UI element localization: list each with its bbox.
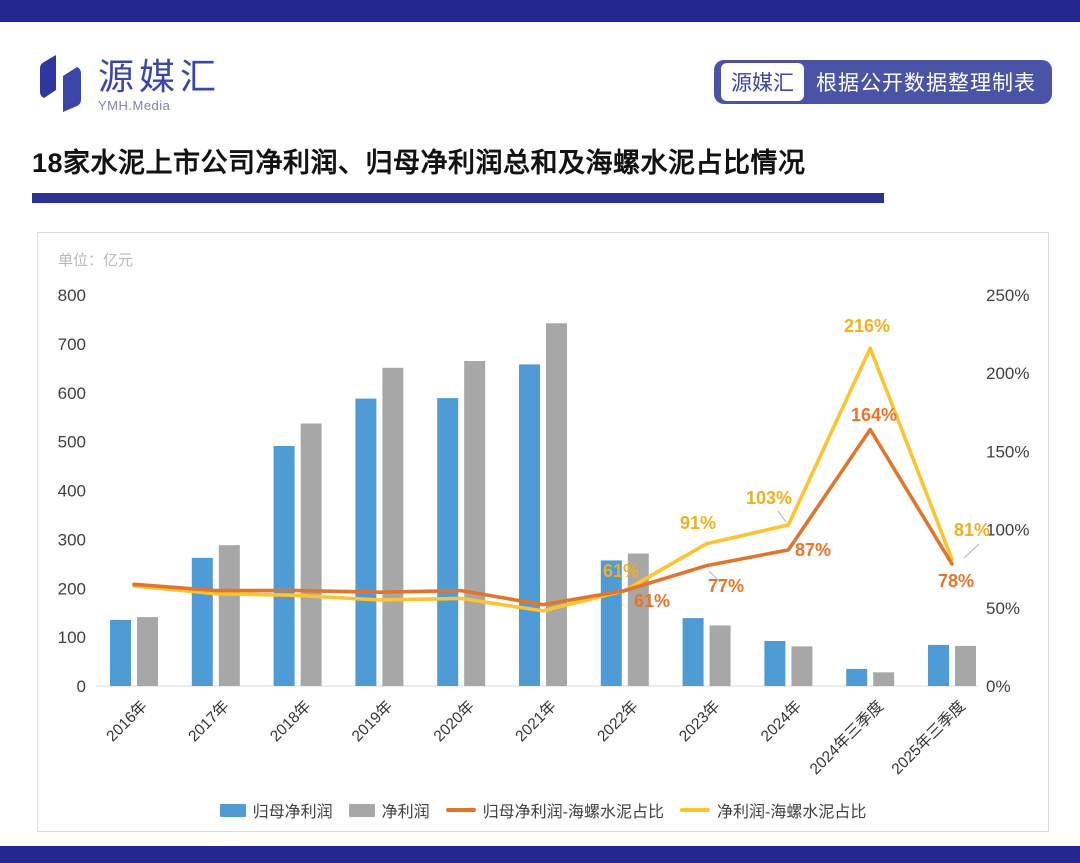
svg-text:100%: 100%: [986, 521, 1029, 540]
svg-text:77%: 77%: [708, 576, 744, 596]
svg-text:800: 800: [58, 286, 86, 305]
badge-text: 根据公开数据整理制表: [816, 72, 1036, 95]
svg-text:81%: 81%: [954, 520, 990, 540]
svg-text:164%: 164%: [851, 405, 897, 425]
svg-text:600: 600: [58, 384, 86, 403]
legend-swatch-orange-line: [445, 808, 476, 812]
legend-item: 净利润-海螺水泥占比: [680, 798, 866, 822]
brand-logo: 源媒汇 YMH.Media: [36, 52, 221, 114]
svg-text:216%: 216%: [844, 316, 890, 336]
svg-text:700: 700: [58, 335, 86, 354]
top-accent-bar: [0, 0, 1080, 22]
legend-item: 净利润: [348, 798, 430, 822]
logo-text-block: 源媒汇 YMH.Media: [98, 56, 222, 114]
chart-panel: 单位：亿元 800 700 600 500 400 300 200 100 0 250% 200% 15…: [37, 232, 1049, 832]
bottom-accent-bar: [0, 846, 1080, 863]
legend-item: 归母净利润: [219, 798, 333, 822]
svg-text:87%: 87%: [795, 540, 831, 560]
logo-text: 源媒汇: [98, 56, 222, 97]
combo-chart: 单位：亿元 800 700 600 500 400 300 200 100 0 250% 200% 15…: [58, 252, 1030, 778]
legend-item: 归母净利润-海螺水泥占比: [445, 798, 665, 822]
svg-text:91%: 91%: [680, 513, 716, 533]
svg-text:500: 500: [58, 433, 86, 452]
badge-brand: 源媒汇: [721, 63, 804, 101]
chart-legend: 归母净利润 净利润 归母净利润-海螺水泥占比 净利润-海螺水泥占比: [38, 789, 1048, 831]
svg-text:2024年: 2024年: [757, 697, 805, 745]
svg-text:2017年: 2017年: [185, 697, 233, 745]
svg-text:单位：亿元: 单位：亿元: [58, 252, 133, 269]
svg-text:2022年: 2022年: [594, 697, 642, 745]
svg-text:250%: 250%: [986, 286, 1029, 305]
svg-text:200: 200: [58, 579, 86, 598]
svg-text:2016年: 2016年: [103, 697, 151, 745]
legend-label: 归母净利润-海螺水泥占比: [482, 804, 665, 821]
svg-text:2019年: 2019年: [348, 697, 396, 745]
svg-text:78%: 78%: [938, 571, 974, 591]
svg-text:200%: 200%: [986, 364, 1029, 383]
svg-text:0%: 0%: [986, 677, 1011, 696]
svg-text:2018年: 2018年: [266, 697, 314, 745]
svg-text:50%: 50%: [986, 599, 1020, 618]
page-title: 18家水泥上市公司净利润、归母净利润总和及海螺水泥占比情况: [32, 148, 806, 178]
svg-text:2023年: 2023年: [675, 697, 723, 745]
svg-text:61%: 61%: [634, 591, 670, 611]
legend-label: 净利润-海螺水泥占比: [717, 804, 867, 821]
legend-swatch-blue-bar: [219, 803, 246, 817]
svg-text:103%: 103%: [746, 488, 792, 508]
svg-text:400: 400: [58, 482, 86, 501]
legend-label: 净利润: [381, 804, 430, 821]
svg-text:2024年三季度: 2024年三季度: [806, 697, 887, 778]
svg-text:2021年: 2021年: [512, 697, 560, 745]
svg-text:2025年三季度: 2025年三季度: [888, 697, 969, 778]
svg-text:300: 300: [58, 530, 86, 549]
title-underline: [32, 193, 884, 203]
legend-label: 归母净利润: [252, 804, 333, 821]
svg-text:0: 0: [77, 677, 86, 696]
svg-text:150%: 150%: [986, 442, 1029, 461]
legend-swatch-yellow-line: [680, 808, 711, 812]
svg-text:61%: 61%: [603, 561, 639, 581]
logo-subtext: YMH.Media: [98, 98, 171, 113]
source-badge: 源媒汇 根据公开数据整理制表: [714, 60, 1052, 104]
ymh-logo-icon: [40, 55, 81, 112]
legend-swatch-gray-bar: [348, 803, 375, 817]
svg-text:2020年: 2020年: [430, 697, 478, 745]
svg-text:100: 100: [58, 628, 86, 647]
